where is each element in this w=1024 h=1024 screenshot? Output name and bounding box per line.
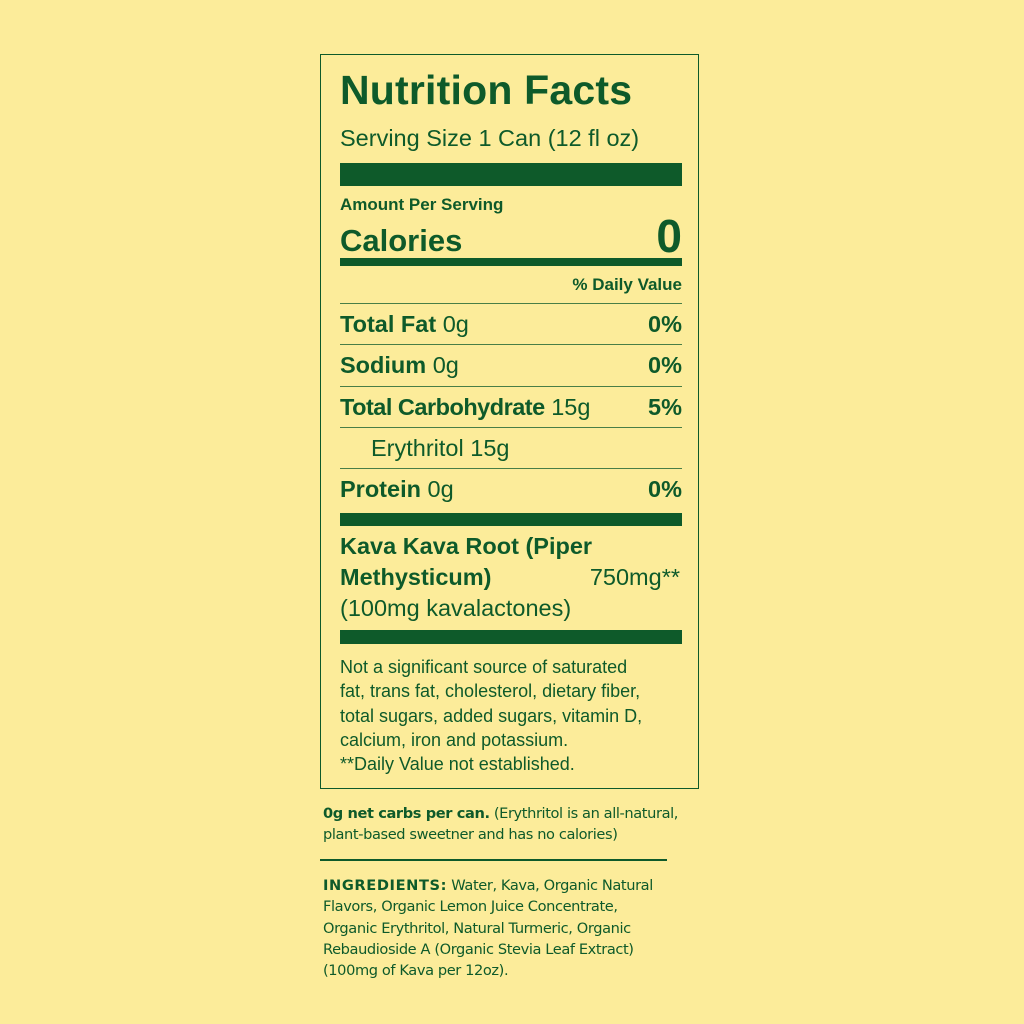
nutrient-name: Protein — [340, 475, 421, 502]
nutrient-name: Total Fat — [340, 310, 437, 337]
kava-row: Kava Kava Root (Piper Methysticum) 750mg… — [340, 531, 682, 624]
calories-value: 0 — [656, 210, 682, 262]
nutrient-dv: 0% — [648, 351, 682, 378]
calories-row: Calories 0 — [340, 213, 682, 259]
title: Nutrition Facts — [340, 67, 633, 113]
footnote-line: Not a significant source of saturated — [340, 657, 628, 677]
thick-divider — [340, 163, 682, 186]
nutrient-name: Total Carbohydrate — [340, 393, 545, 420]
thick-divider — [340, 513, 682, 526]
kava-name-line2: Methysticum) — [340, 564, 492, 590]
nutrient-row-total-fat: Total Fat 0g 0% — [340, 303, 682, 344]
kava-amount: 750mg** — [589, 564, 680, 590]
nutrient-name: Sodium — [340, 351, 427, 378]
serving-size: Serving Size 1 Can (12 fl oz) — [340, 125, 640, 151]
footnote: Not a significant source of saturated fa… — [340, 655, 682, 776]
nutrient-amount: Erythritol 15g — [371, 434, 510, 461]
ingredients-heading: INGREDIENTS: — [323, 877, 448, 894]
nutrient-dv: 0% — [648, 475, 682, 502]
nutrient-dv: 0% — [648, 310, 682, 337]
nutrient-row-erythritol: Erythritol 15g — [340, 427, 682, 468]
nutrient-amount: 0g — [432, 351, 459, 378]
nutrient-row-protein: Protein 0g 0% — [340, 468, 682, 509]
nutrition-facts-panel: Nutrition Facts Serving Size 1 Can (12 f… — [320, 54, 699, 789]
amount-per-serving: Amount Per Serving — [340, 195, 504, 214]
daily-value-header: % Daily Value — [572, 275, 682, 294]
separator — [320, 859, 667, 861]
ingredients-text: (100mg of Kava per 12oz). — [323, 962, 509, 980]
footnote-line: fat, trans fat, cholesterol, dietary fib… — [340, 681, 641, 702]
kavalactones: (100mg kavalactones) — [340, 595, 572, 621]
net-carbs-note: 0g net carbs per can. (Erythritol is an … — [323, 803, 703, 846]
ingredients-text: Rebaudioside A (Organic Stevia Leaf Extr… — [323, 940, 634, 958]
ingredients: INGREDIENTS: Water, Kava, Organic Natura… — [323, 875, 703, 981]
nutrient-row-sodium: Sodium 0g 0% — [340, 344, 682, 385]
footnote-line: total sugars, added sugars, vitamin D, — [340, 705, 643, 726]
thick-divider — [340, 630, 682, 644]
ingredients-text: Organic Erythritol, Natural Turmeric, Or… — [323, 919, 631, 937]
ingredients-text: Water, Kava, Organic Natural — [447, 877, 653, 894]
footnote-line: **Daily Value not established. — [340, 754, 575, 775]
medium-divider — [340, 258, 682, 266]
net-carbs-bold: 0g net carbs per can. — [323, 805, 490, 822]
nutrient-dv: 5% — [648, 393, 682, 420]
kava-name-line1: Kava Kava Root (Piper — [340, 533, 593, 559]
nutrient-amount: 0g — [427, 475, 454, 502]
ingredients-text: Flavors, Organic Lemon Juice Concentrate… — [323, 898, 618, 916]
footnote-line: calcium, iron and potassium. — [340, 729, 569, 750]
nutrient-amount: 0g — [442, 310, 469, 337]
net-carbs-text: (Erythritol is an all-natural, — [489, 805, 679, 822]
calories-label: Calories — [340, 223, 463, 258]
nutrient-amount: 15g — [551, 393, 591, 420]
net-carbs-text: plant-based sweetner and has no calories… — [323, 826, 618, 844]
nutrient-row-total-carbohydrate: Total Carbohydrate 15g 5% — [340, 386, 682, 427]
